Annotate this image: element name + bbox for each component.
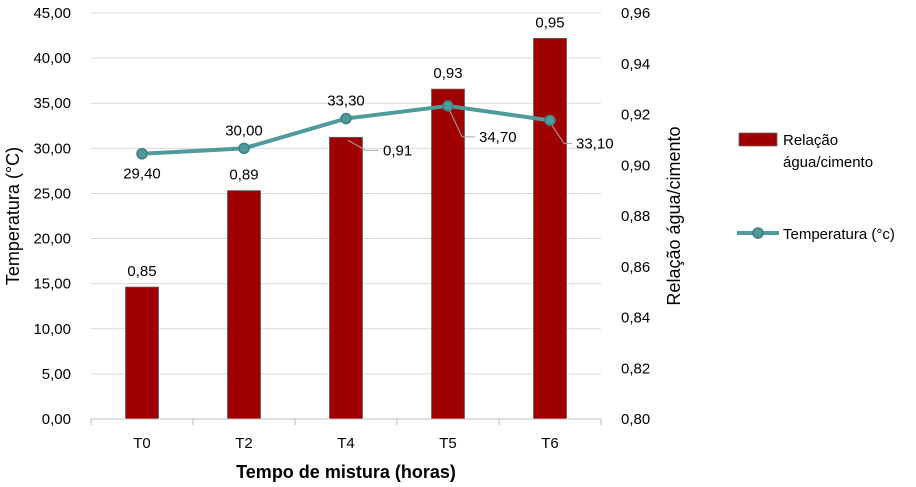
right-tick-label: 0,86	[621, 259, 650, 276]
x-tick-label: T4	[337, 435, 355, 452]
bar	[329, 136, 363, 420]
left-tick-label: 0,00	[42, 411, 71, 428]
right-tick-label: 0,90	[621, 157, 650, 174]
bar-data-label: 0,85	[127, 263, 156, 280]
right-tick-label: 0,80	[621, 411, 650, 428]
line-data-label: 33,30	[327, 93, 365, 110]
line-data-label: 30,00	[225, 122, 263, 139]
bar-data-label: 0,95	[535, 14, 564, 31]
x-tick-label: T0	[133, 435, 151, 452]
right-tick-label: 0,84	[621, 310, 650, 327]
left-tick-label: 10,00	[33, 321, 71, 338]
x-tick-label: T5	[439, 435, 457, 452]
left-axis-title: Temperatura (°C)	[3, 147, 23, 285]
bar-series	[125, 37, 567, 420]
left-tick-label: 30,00	[33, 140, 71, 157]
left-tick-label: 15,00	[33, 276, 71, 293]
legend-item-bar: Relação água/cimento	[738, 132, 873, 171]
legend-label-line: Temperatura (°c)	[783, 226, 895, 243]
x-tick-label: T2	[235, 435, 253, 452]
bar	[125, 286, 159, 420]
right-tick-label: 0,88	[621, 208, 650, 225]
bar	[431, 88, 465, 420]
line-series	[136, 100, 556, 160]
label-leader-line	[347, 139, 378, 151]
line-point	[442, 100, 454, 112]
label-leader-line	[449, 110, 475, 138]
legend-swatch-bar	[738, 132, 778, 147]
left-tick-label: 20,00	[33, 231, 71, 248]
axes: 0,00 5,00 10,00 15,00 20,00 25,00 30,00 35,00 40…	[33, 5, 650, 452]
left-tick-label: 25,00	[33, 185, 71, 202]
bar-data-label: 0,89	[229, 167, 258, 184]
line-point	[136, 147, 148, 160]
bar-data-label: 0,93	[433, 65, 462, 82]
line-data-label: 29,40	[123, 166, 161, 183]
line-data-label: 34,70	[479, 129, 517, 146]
x-axis-title: Tempo de mistura (horas)	[236, 462, 456, 482]
right-tick-label: 0,94	[621, 56, 650, 73]
left-tick-label: 35,00	[33, 95, 71, 112]
bar	[227, 190, 261, 420]
legend-label-bar: Relação água/cimento	[783, 132, 873, 171]
left-tick-label: 40,00	[33, 50, 71, 67]
legend-item-line: Temperatura (°c)	[737, 226, 895, 243]
right-axis-title: Relação água/cimento	[664, 126, 684, 305]
label-leader-line	[551, 125, 572, 144]
left-tick-label: 45,00	[33, 5, 71, 22]
legend: Relação água/cimento Temperatura (°c)	[737, 132, 895, 243]
line-data-label: 33,10	[576, 135, 614, 152]
right-tick-label: 0,96	[621, 5, 650, 22]
bar-data-label: 0,91	[383, 142, 412, 159]
x-tick-label: T6	[541, 435, 559, 452]
bar	[533, 37, 567, 420]
right-tick-label: 0,92	[621, 107, 650, 124]
line-point	[544, 114, 556, 127]
line-point	[238, 142, 250, 155]
data-labels: 0,85 0,89 0,91 0,93 0,95 29,40 30,00 33,30 34,70…	[123, 14, 613, 280]
left-tick-label: 5,00	[42, 366, 71, 383]
legend-swatch-marker	[752, 227, 764, 239]
line-point	[340, 112, 352, 125]
right-tick-label: 0,82	[621, 360, 650, 377]
